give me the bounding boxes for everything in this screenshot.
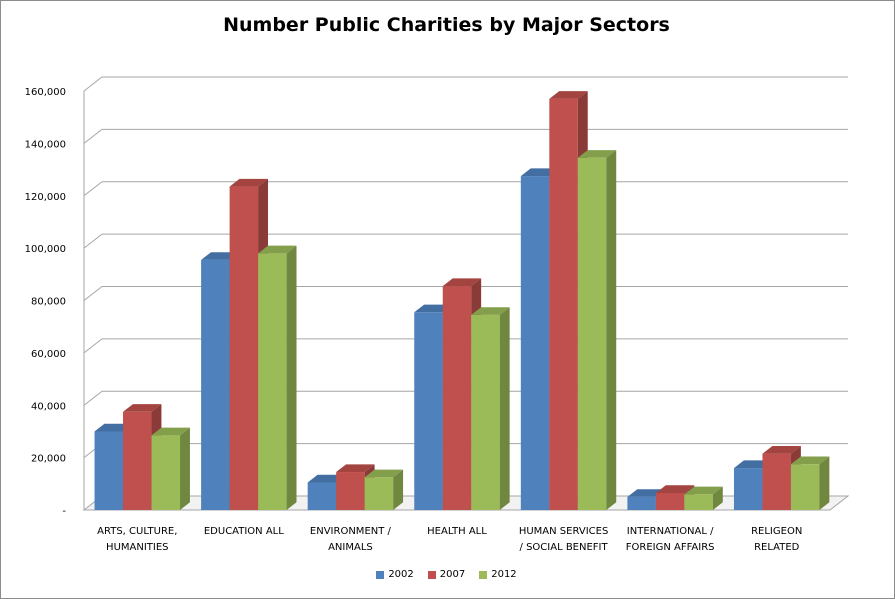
bar-top — [442, 278, 482, 287]
legend-swatch — [479, 570, 488, 579]
bar-side — [606, 150, 617, 510]
category-label: ANIMALS — [328, 542, 373, 553]
bar-top — [577, 150, 617, 158]
legend-label: 2012 — [491, 569, 517, 580]
y-tick-label: 40,000 — [31, 401, 66, 412]
bar-front — [364, 477, 394, 510]
category-label: RELIGEON — [751, 526, 802, 537]
category-label: INTERNATIONAL / — [627, 526, 714, 537]
bar-side — [819, 456, 830, 510]
bar-front — [577, 157, 607, 510]
y-tick-label: - — [62, 506, 66, 517]
y-axis-ticks: - 20,000 40,000 60,000 80,000 100,000 120,000 1… — [25, 87, 67, 517]
bar-front — [549, 98, 578, 510]
bar-front — [307, 482, 337, 510]
y-tick-label: 140,000 — [25, 139, 66, 150]
bar-top — [790, 456, 830, 465]
gridline — [83, 128, 848, 144]
legend: 2002 2007 2012 — [0, 569, 893, 580]
legend-item: 2012 — [479, 569, 517, 580]
gridline — [83, 76, 848, 92]
bar-front — [201, 259, 230, 510]
legend-swatch — [427, 570, 436, 579]
category-label: ARTS, CULTURE, — [97, 526, 177, 537]
bar-front — [336, 472, 365, 510]
y-tick-label: 60,000 — [31, 349, 66, 360]
bar-front — [627, 496, 656, 510]
bar-front — [520, 176, 550, 510]
category-label: HEALTH ALL — [427, 526, 487, 537]
bar-side — [712, 486, 723, 510]
category-label: FOREIGN AFFAIRS — [626, 542, 715, 553]
bar — [364, 469, 404, 510]
category-label: / SOCIAL BENEFIT — [520, 542, 609, 553]
legend-label: 2007 — [439, 569, 466, 580]
bar — [790, 456, 830, 510]
bar — [258, 245, 297, 511]
bar-side — [286, 245, 297, 510]
legend-item: 2002 — [376, 569, 414, 580]
y-tick-label: 160,000 — [25, 87, 66, 98]
bar — [123, 404, 162, 510]
category-label: HUMAN SERVICES — [519, 526, 608, 537]
bar-top — [336, 464, 375, 473]
bar-top — [684, 486, 723, 495]
bar-front — [123, 411, 152, 510]
bar-side — [499, 307, 510, 510]
gridline — [83, 233, 848, 249]
bar — [577, 150, 617, 510]
bar-front — [442, 286, 472, 510]
y-tick-label: 100,000 — [25, 244, 66, 255]
legend-item: 2007 — [427, 569, 466, 580]
bar-front — [471, 314, 500, 510]
bar-top — [549, 91, 588, 99]
gridline — [83, 181, 848, 197]
legend-label: 2002 — [388, 569, 414, 580]
bar — [471, 307, 510, 510]
bar-top — [258, 245, 297, 254]
bar-front — [229, 186, 259, 510]
bar-front — [94, 431, 124, 510]
bar-front — [684, 494, 713, 510]
bar-top — [471, 307, 510, 315]
category-label: RELATED — [754, 542, 800, 553]
category-label: HUMANITIES — [106, 542, 168, 553]
bar — [684, 486, 723, 510]
bar-front — [733, 468, 763, 510]
chart-title: Number Public Charities by Major Sectors — [223, 14, 670, 36]
bar-side — [393, 469, 404, 510]
bar-front — [151, 435, 181, 510]
bar-front — [414, 312, 443, 510]
bar-top — [655, 485, 695, 493]
category-label: ENVIRONMENT / — [310, 526, 392, 537]
bar-top — [762, 445, 801, 454]
y-tick-label: 80,000 — [31, 297, 66, 308]
bar-top — [151, 427, 190, 436]
bars — [94, 91, 830, 511]
bar-front — [762, 453, 791, 510]
bar-top — [364, 469, 404, 478]
bar — [151, 427, 190, 510]
category-labels: ARTS, CULTURE, HUMANITIES EDUCATION ALL ENV… — [97, 526, 802, 553]
bar-side — [180, 427, 190, 510]
bar-top — [123, 404, 162, 412]
y-tick-label: 120,000 — [25, 192, 66, 203]
bar-front — [655, 492, 685, 510]
y-tick-label: 20,000 — [31, 454, 66, 465]
bar-top — [229, 178, 269, 187]
bar-front — [258, 253, 287, 511]
category-label: EDUCATION ALL — [204, 526, 284, 537]
bar-front — [790, 464, 820, 510]
legend-swatch — [376, 570, 385, 579]
